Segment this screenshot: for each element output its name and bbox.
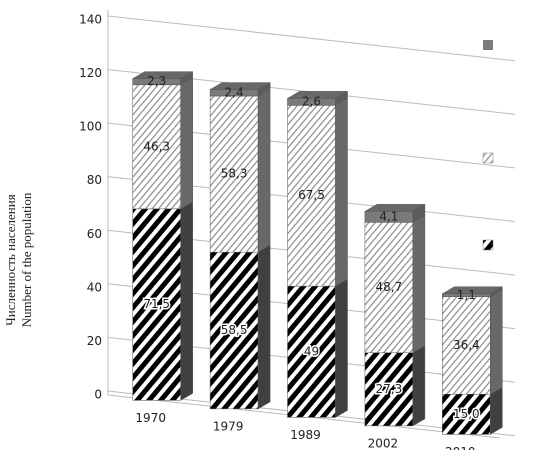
y-tick-label: 20 — [87, 334, 102, 348]
bar-segment — [287, 278, 348, 418]
y-tick-label: 60 — [87, 227, 102, 241]
bar-front — [442, 393, 491, 435]
bar-top — [209, 82, 272, 90]
bar-segment — [364, 214, 426, 354]
bar-side — [257, 88, 271, 253]
bar-segment — [209, 88, 271, 253]
bar-segment — [287, 97, 348, 287]
y-tick-label: 80 — [87, 173, 102, 187]
x-tick-label: 1979 — [213, 419, 244, 433]
bar-side — [412, 345, 426, 427]
bar-segment — [364, 345, 426, 427]
bar-side — [335, 278, 348, 418]
bar-segment — [442, 386, 503, 435]
value-label: 2,4 — [225, 85, 244, 99]
x-tick-label: 1970 — [135, 411, 166, 425]
y-label-line: Численность населения — [3, 194, 18, 325]
value-label: 46,3 — [143, 139, 170, 153]
bar-segment — [209, 244, 271, 410]
value-label: 49 — [304, 344, 319, 358]
value-label: 1,1 — [457, 288, 476, 302]
bar-segment — [132, 201, 193, 401]
bar-segment — [131, 71, 194, 86]
y-tick-label: 0 — [94, 388, 102, 402]
bar-top — [441, 286, 504, 295]
bar-front — [132, 84, 181, 210]
value-label: 58,5 — [221, 323, 248, 337]
x-tick-label: 2002 — [368, 436, 399, 450]
bar-segment — [286, 90, 349, 106]
bar-front — [287, 285, 336, 418]
value-label: 58,3 — [221, 167, 248, 181]
bar-front — [442, 296, 491, 395]
bar-top — [131, 71, 194, 79]
bar-segment — [132, 77, 193, 210]
bar-side — [335, 97, 348, 287]
bar-side — [257, 244, 271, 410]
value-label: 71,5 — [143, 297, 170, 311]
y-tick-label: 40 — [87, 280, 102, 294]
bar-segment — [442, 289, 503, 395]
bar-top — [363, 204, 426, 212]
value-label: 2,3 — [147, 74, 166, 88]
bar-side — [490, 386, 503, 435]
value-label: 15,0 — [453, 407, 480, 421]
y-tick-label: 140 — [79, 13, 102, 27]
x-tick-label: 1989 — [290, 428, 321, 442]
y-tick-label: 120 — [79, 66, 102, 80]
y-tick-label: 100 — [79, 120, 102, 134]
value-label: 48,7 — [376, 280, 403, 294]
bar-segment — [209, 82, 272, 97]
value-label: 2,6 — [302, 94, 321, 108]
x-tick-label: 2010 — [445, 445, 476, 450]
legend-marker — [482, 152, 494, 164]
value-label: 36,4 — [453, 338, 480, 352]
bar-front — [364, 222, 414, 354]
y-label-line: Number of the population — [19, 192, 34, 327]
bar-side — [490, 289, 503, 395]
bar-front — [209, 95, 259, 253]
bar-segment — [441, 286, 504, 298]
grid-line — [107, 15, 516, 62]
legend-marker — [482, 239, 494, 251]
value-label: 4,1 — [379, 209, 398, 223]
bar-segment — [363, 203, 426, 223]
y-axis-label: Численность населения Number of the popu… — [3, 192, 34, 327]
value-label: 27,3 — [376, 382, 403, 396]
bar-top — [286, 91, 349, 99]
bar-side — [180, 77, 193, 210]
bar-side — [180, 201, 193, 401]
bar-front — [209, 251, 259, 410]
legend-marker — [483, 40, 493, 50]
value-label: 67,5 — [298, 188, 325, 202]
bar-front — [364, 352, 414, 427]
bar-side — [412, 214, 426, 354]
